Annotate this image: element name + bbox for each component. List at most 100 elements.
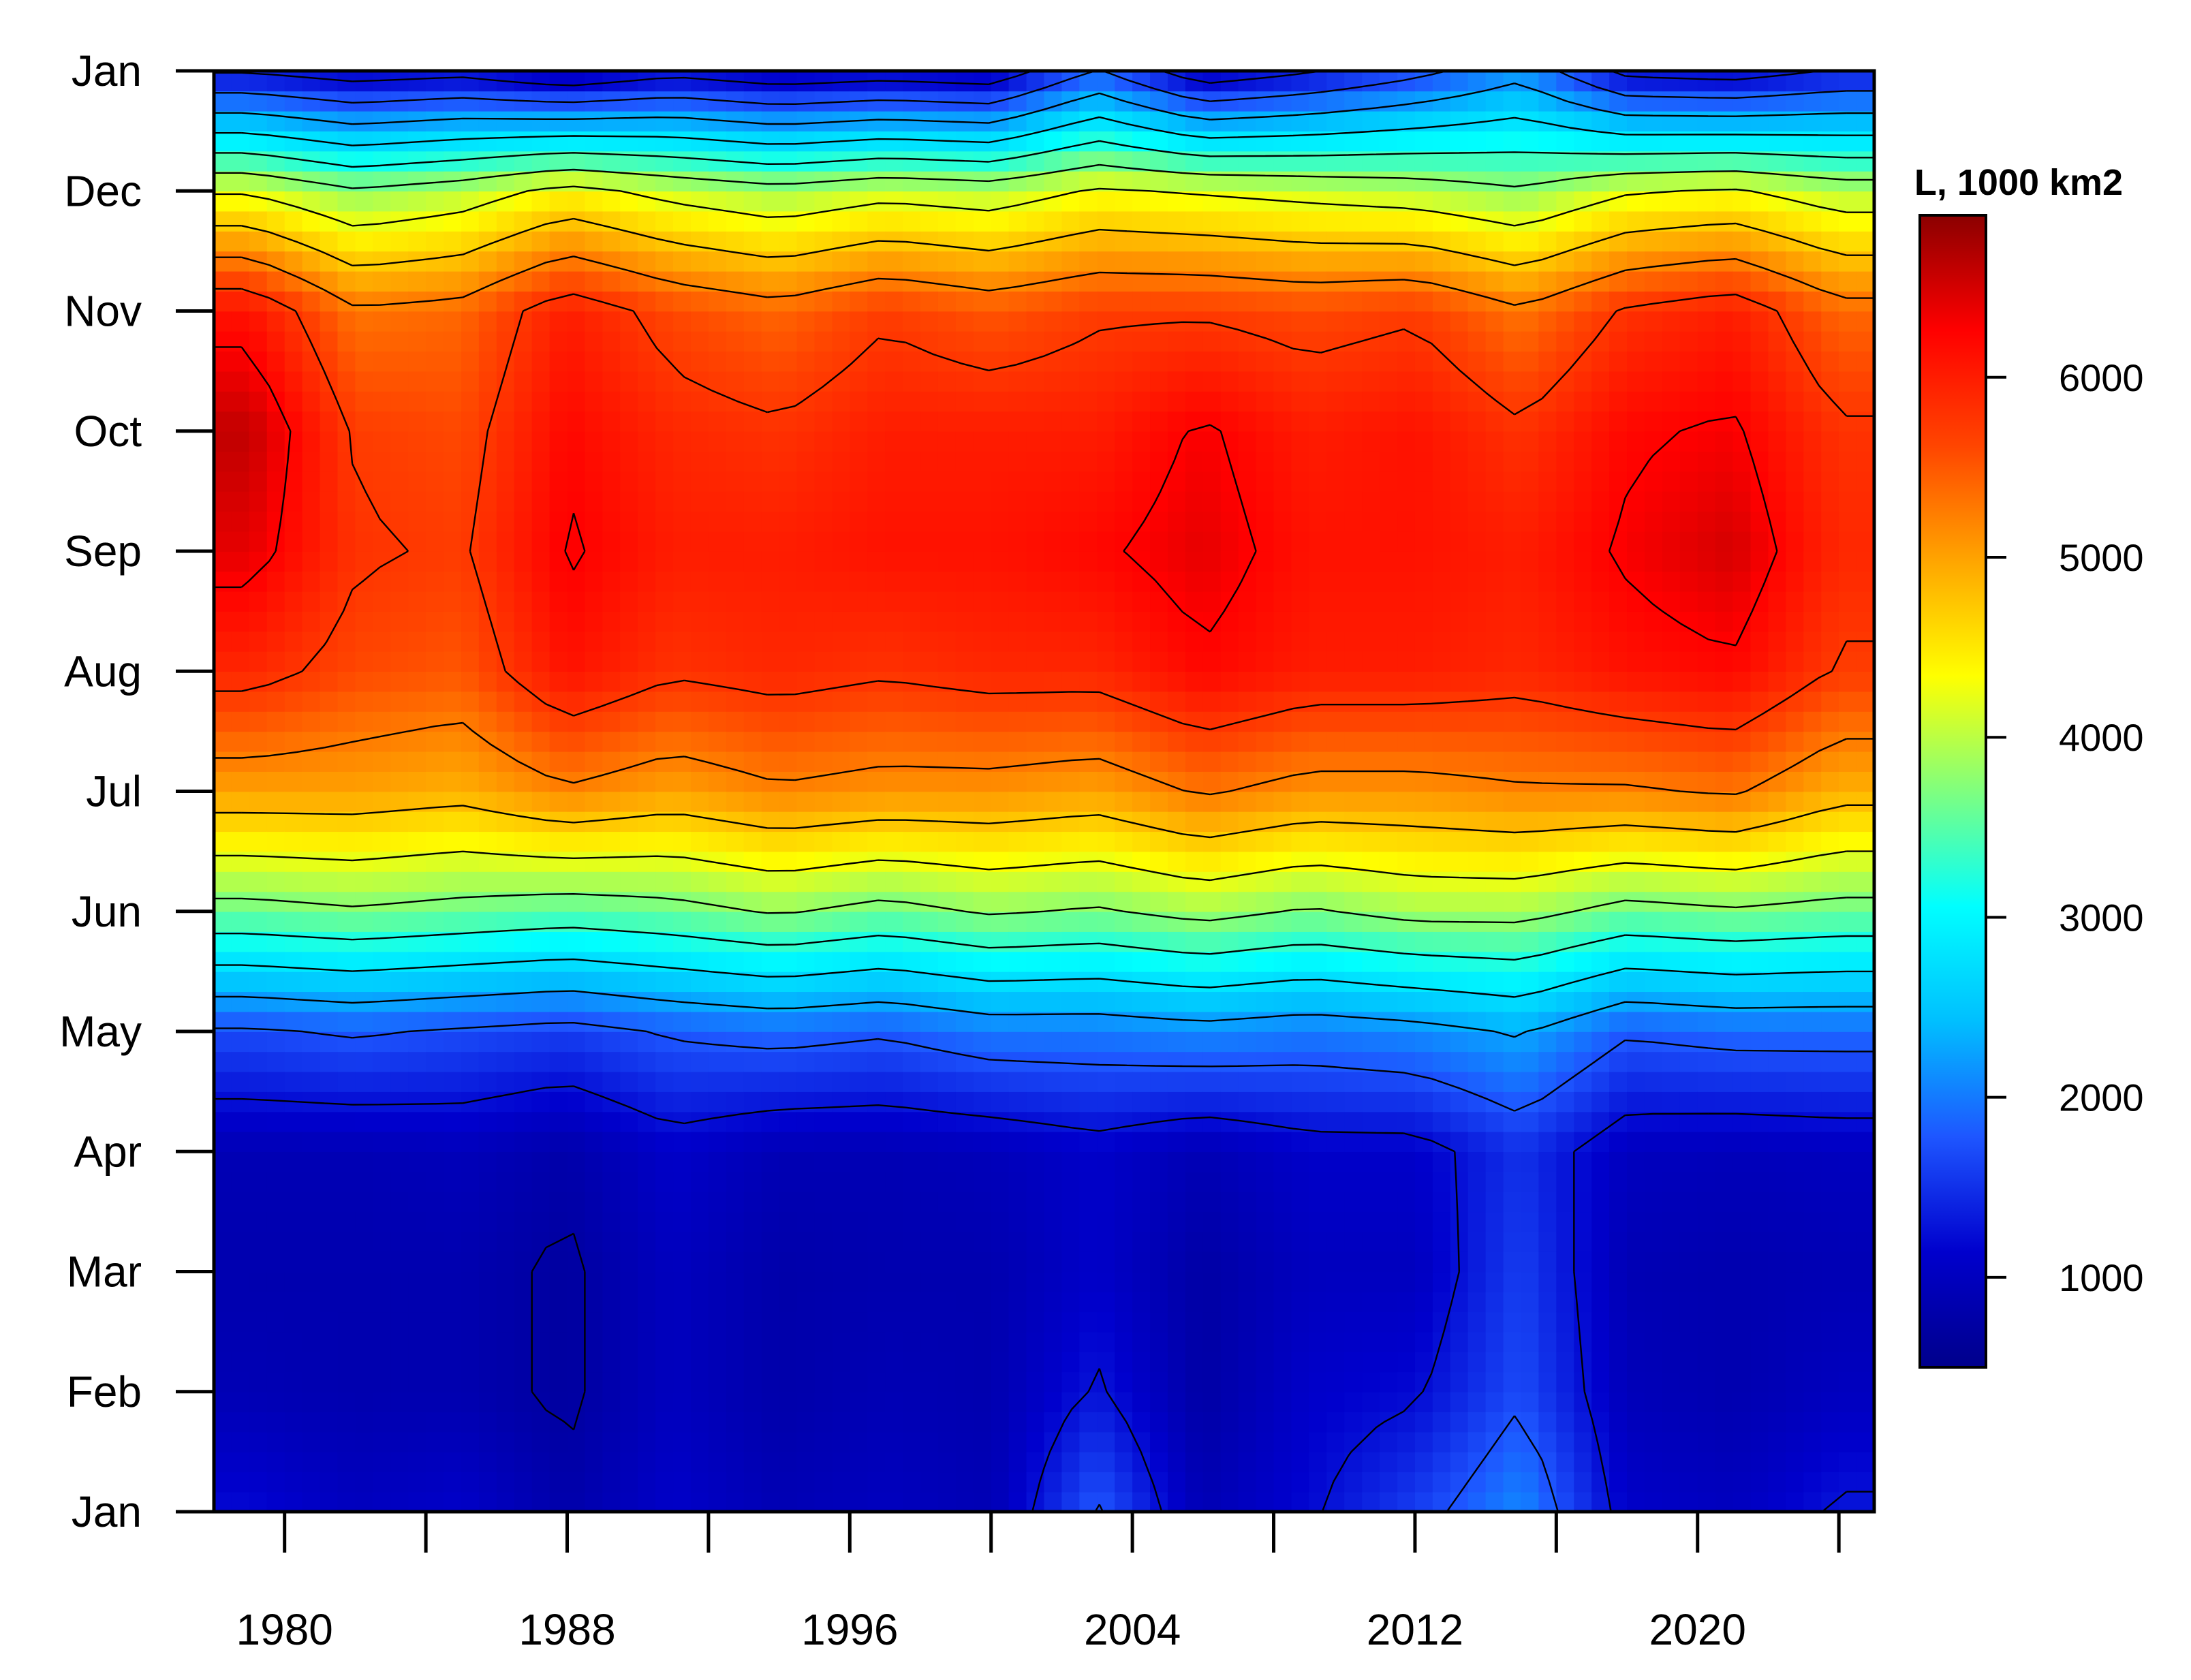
heatmap-cell [1414, 851, 1433, 872]
heatmap-cell [1026, 1451, 1045, 1473]
heatmap-cell [655, 110, 674, 131]
heatmap-cell [1344, 871, 1363, 892]
heatmap-cell [1132, 891, 1151, 912]
heatmap-cell [1309, 1192, 1328, 1213]
heatmap-cell [1380, 891, 1398, 912]
heatmap-cell [1026, 951, 1045, 972]
heatmap-cell [531, 651, 550, 672]
heatmap-cell [867, 1051, 886, 1072]
heatmap-cell [444, 1412, 462, 1433]
heatmap-cell [1202, 691, 1222, 712]
heatmap-cell [1044, 511, 1063, 532]
heatmap-cell [266, 611, 285, 632]
heatmap-cell [885, 1291, 903, 1313]
heatmap-cell [832, 951, 851, 972]
heatmap-cell [690, 871, 709, 892]
heatmap-cell [514, 131, 533, 152]
heatmap-cell [638, 1231, 656, 1252]
heatmap-cell [620, 871, 639, 892]
heatmap-cell [585, 931, 604, 952]
heatmap-cell [1115, 1472, 1133, 1493]
heatmap-cell [638, 1091, 656, 1113]
heatmap-cell [390, 371, 409, 392]
heatmap-cell [1167, 891, 1186, 912]
heatmap-cell [496, 691, 515, 712]
heatmap-cell [1362, 1472, 1380, 1493]
heatmap-cell [1202, 330, 1222, 352]
heatmap-cell [426, 1091, 444, 1113]
heatmap-cell [955, 1391, 974, 1412]
heatmap-cell [655, 1051, 674, 1072]
heatmap-cell [1044, 731, 1063, 752]
heatmap-cell [814, 191, 833, 212]
heatmap-cell [478, 1491, 497, 1512]
heatmap-cell [832, 831, 851, 852]
heatmap-cell [426, 110, 444, 131]
heatmap-cell [496, 451, 515, 472]
heatmap-cell [1397, 671, 1416, 692]
heatmap-cell [567, 1371, 586, 1393]
heatmap-cell [496, 591, 515, 612]
heatmap-cell [1061, 1231, 1081, 1252]
heatmap-cell [690, 131, 709, 152]
heatmap-cell [1256, 1051, 1275, 1072]
heatmap-cell [1185, 1071, 1204, 1092]
heatmap-cell [320, 851, 339, 872]
heatmap-cell [1273, 1331, 1292, 1352]
heatmap-cell [1238, 471, 1257, 492]
heatmap-cell [1414, 1192, 1433, 1213]
heatmap-cell [266, 151, 285, 172]
heatmap-cell [1167, 931, 1186, 952]
heatmap-cell [1273, 491, 1292, 512]
heatmap-cell [1008, 1171, 1027, 1192]
heatmap-cell [1061, 991, 1081, 1012]
heatmap-cell [1061, 911, 1081, 932]
heatmap-cell [779, 551, 798, 572]
heatmap-cell [514, 971, 533, 993]
heatmap-cell [1150, 1271, 1168, 1292]
heatmap-cell [461, 1171, 480, 1192]
heatmap-cell [832, 1271, 851, 1292]
heatmap-cell [1220, 1331, 1239, 1352]
heatmap-cell [1326, 1391, 1346, 1412]
heatmap-cell [1220, 971, 1239, 993]
heatmap-cell [585, 391, 604, 412]
heatmap-cell [284, 1192, 303, 1213]
heatmap-cell [814, 1111, 833, 1132]
heatmap-cell [1185, 571, 1204, 592]
heatmap-cell [1202, 1271, 1222, 1292]
heatmap-cell [655, 751, 674, 772]
heatmap-cell [779, 971, 798, 993]
heatmap-cell [1238, 1412, 1257, 1433]
heatmap-cell [761, 431, 780, 452]
heatmap-cell [602, 311, 621, 332]
heatmap-cell [1167, 311, 1186, 332]
heatmap-cell [426, 511, 444, 532]
heatmap-cell [1344, 1091, 1363, 1113]
heatmap-cell [850, 371, 869, 392]
heatmap-cell [620, 991, 639, 1012]
heatmap-cell [585, 871, 604, 892]
heatmap-cell [920, 371, 939, 392]
heatmap-cell [585, 1491, 604, 1512]
heatmap-cell [726, 531, 745, 552]
heatmap-cell [1309, 251, 1328, 272]
heatmap-cell [602, 651, 621, 672]
heatmap-cell [355, 611, 374, 632]
heatmap-cell [708, 1051, 727, 1072]
heatmap-cell [1397, 1352, 1416, 1373]
heatmap-cell [531, 371, 550, 392]
heatmap-cell [673, 110, 692, 131]
heatmap-cell [266, 991, 285, 1012]
heatmap-cell [214, 231, 232, 252]
heatmap-cell [1167, 1131, 1186, 1153]
heatmap-cell [743, 1371, 762, 1393]
heatmap-cell [903, 1111, 921, 1132]
heatmap-cell [390, 871, 409, 892]
heatmap-cell [743, 951, 762, 972]
heatmap-cell [1273, 71, 1292, 92]
heatmap-cell [1202, 231, 1222, 252]
heatmap-cell [496, 611, 515, 632]
heatmap-cell [496, 191, 515, 212]
heatmap-cell [673, 1171, 692, 1192]
